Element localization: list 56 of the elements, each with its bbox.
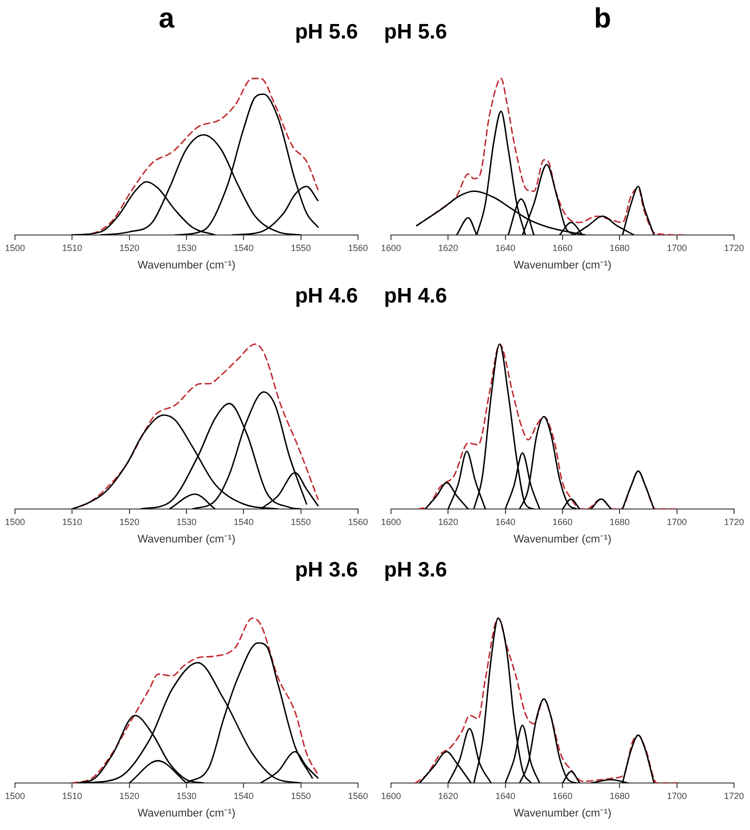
x-tick-label: 1720 (724, 516, 744, 527)
x-tick-label: 1720 (724, 242, 744, 253)
x-tick-label: 1540 (234, 516, 254, 527)
x-tick-label: 1640 (495, 242, 516, 253)
x-tick-label: 1550 (290, 516, 311, 527)
x-tick-label: 1700 (666, 516, 687, 527)
chart-title: pH 4.6 (384, 284, 448, 308)
x-tick-label: 1680 (610, 790, 630, 801)
x-tick-label: 1660 (552, 516, 573, 527)
x-tick-label: 1500 (4, 790, 26, 801)
text: b (594, 2, 612, 34)
x-tick-label: 1550 (290, 790, 311, 801)
x-tick-label: 1520 (119, 242, 140, 253)
x-axis-title: Wavenumber (cm⁻¹) (514, 533, 612, 546)
chart-title: pH 3.6 (384, 558, 448, 582)
x-tick-label: 1680 (610, 242, 630, 253)
x-tick-label: 1500 (4, 242, 26, 253)
x-axis-title: Wavenumber (cm⁻¹) (138, 807, 236, 820)
x-tick-label: 1600 (380, 516, 402, 527)
x-tick-label: 1680 (610, 516, 630, 527)
x-tick-label: 1600 (380, 242, 402, 253)
x-tick-label: 1660 (552, 790, 573, 801)
x-tick-label: 1520 (119, 790, 140, 801)
x-axis-title: Wavenumber (cm⁻¹) (514, 259, 612, 272)
x-tick-label: 1540 (234, 790, 254, 801)
x-tick-label: 1560 (348, 790, 368, 801)
x-tick-label: 1600 (380, 790, 402, 801)
x-tick-label: 1510 (62, 790, 82, 801)
x-tick-label: 1550 (290, 242, 311, 253)
x-tick-label: 1620 (438, 790, 458, 801)
x-tick-label: 1720 (724, 790, 744, 801)
x-tick-label: 1540 (234, 242, 254, 253)
x-tick-label: 1560 (348, 242, 368, 253)
x-tick-label: 1530 (176, 516, 197, 527)
x-axis-title: Wavenumber (cm⁻¹) (514, 807, 612, 820)
x-tick-label: 1520 (119, 516, 140, 527)
x-tick-label: 1530 (176, 790, 197, 801)
text: a (158, 2, 175, 34)
x-tick-label: 1500 (4, 516, 26, 527)
x-axis-title: Wavenumber (cm⁻¹) (138, 259, 236, 272)
x-tick-label: 1620 (438, 516, 458, 527)
x-tick-label: 1510 (62, 242, 82, 253)
x-tick-label: 1700 (666, 790, 687, 801)
x-tick-label: 1530 (176, 242, 197, 253)
x-tick-label: 1620 (438, 242, 458, 253)
chart-title: pH 3.6 (294, 558, 358, 582)
chart-title: pH 5.6 (384, 20, 448, 44)
x-tick-label: 1560 (348, 516, 368, 527)
x-tick-label: 1660 (552, 242, 573, 253)
x-tick-label: 1510 (62, 516, 82, 527)
x-tick-label: 1640 (495, 790, 516, 801)
x-axis-title: Wavenumber (cm⁻¹) (138, 533, 236, 546)
chart-title: pH 5.6 (294, 20, 358, 44)
x-tick-label: 1640 (495, 516, 516, 527)
chart-title: pH 4.6 (294, 284, 358, 308)
x-tick-label: 1700 (666, 242, 687, 253)
